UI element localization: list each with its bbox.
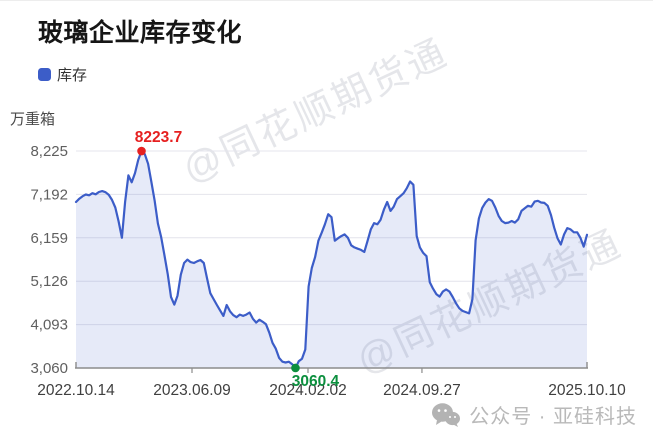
y-axis-tick-label: 5,126 — [30, 273, 68, 290]
legend-marker-icon — [38, 68, 51, 81]
y-axis-tick-label: 7,192 — [30, 186, 68, 203]
x-axis-tick-label: 2023.06.09 — [153, 382, 231, 399]
page-title: 玻璃企业库存变化 — [38, 19, 243, 47]
max-point-dot — [137, 146, 146, 156]
y-axis-tick-label: 6,159 — [30, 230, 68, 247]
min-point-dot — [291, 363, 300, 373]
max-value-label: 8223.7 — [135, 129, 182, 146]
x-axis-tick-label: 2024.09.27 — [383, 382, 461, 399]
y-axis-tick-label: 8,225 — [30, 143, 68, 160]
x-axis-tick-label: 2022.10.14 — [37, 382, 115, 399]
inventory-line — [74, 150, 589, 370]
legend-label: 库存 — [57, 67, 88, 84]
y-axis-tick-label: 4,093 — [30, 317, 68, 334]
x-axis-tick-label: 2024.02.02 — [269, 382, 347, 399]
x-axis-tick-label: 2025.10.10 — [548, 382, 626, 399]
y-axis-unit-label: 万重箱 — [10, 111, 56, 128]
y-axis-tick-label: 3,060 — [30, 360, 68, 377]
legend[interactable]: 库存 — [38, 64, 87, 85]
footer-branding: 公众号 · 亚硅科技 — [431, 400, 637, 429]
wechat-icon — [432, 402, 461, 427]
inventory-area-fill — [76, 151, 587, 368]
inventory-area-chart[interactable]: 3,060 4,093 5,126 6,159 7,192 8,225 2022.10.14… — [0, 125, 653, 417]
min-value-label: 3060.4 — [292, 373, 340, 390]
top-edge-line — [0, 0, 653, 1]
footer-text: 公众号 · 亚硅科技 — [469, 406, 637, 428]
